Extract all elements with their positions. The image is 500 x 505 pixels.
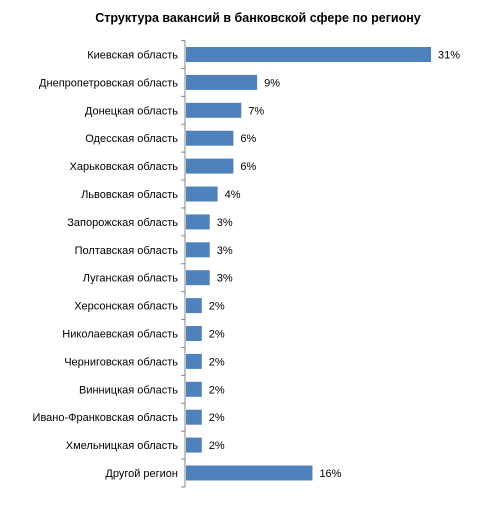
bar [186,353,202,369]
bar [186,158,234,174]
data-label: 31% [438,50,460,62]
data-label: 16% [319,468,341,480]
category-label: Ивано-Франковская область [33,412,179,424]
category-label: Полтавская область [75,245,179,257]
data-label: 3% [217,273,233,285]
category-label: Харьковская область [70,161,179,173]
category-label: Киевская область [87,50,178,62]
category-label: Черниговская область [64,356,178,368]
data-label: 2% [209,412,225,424]
data-label: 3% [217,245,233,257]
bar [186,186,218,202]
data-label: 2% [209,356,225,368]
data-label: 9% [264,77,280,89]
category-label: Николаевская область [62,329,178,341]
bar [186,409,202,425]
bar [186,326,202,341]
bar [186,102,242,118]
category-label: Донецкая область [85,105,178,117]
bar [186,270,210,286]
data-label: 3% [217,217,233,229]
category-label: Хмельницкая область [66,440,179,452]
category-label: Луганская область [83,273,178,285]
data-label: 7% [248,105,264,117]
category-label: Запорожская область [67,217,178,229]
bar [186,381,202,397]
data-label: 6% [240,161,256,173]
data-label: 2% [209,301,225,313]
bar [186,74,258,90]
bars-group: Киевская область 31% Днепропетровская обла… [33,40,460,488]
data-label: 6% [240,133,256,145]
category-label: Одесская область [85,133,178,145]
category-label: Другой регион [105,468,178,480]
category-label: Днепропетровская область [39,77,178,89]
bar [186,437,202,453]
data-label: 2% [209,384,225,396]
data-label: 2% [209,329,225,341]
category-label: Винницкая область [79,384,178,396]
bar [186,130,234,146]
bar [186,465,313,481]
bar [186,298,202,314]
chart-title: Структура вакансий в банковской сфере по… [95,11,421,25]
data-label: 4% [225,189,241,201]
data-label: 2% [209,440,225,452]
bar [186,242,210,258]
category-label: Львовская область [81,189,178,201]
category-label: Херсонская область [74,301,178,313]
bar [186,214,210,230]
bar [186,47,431,62]
